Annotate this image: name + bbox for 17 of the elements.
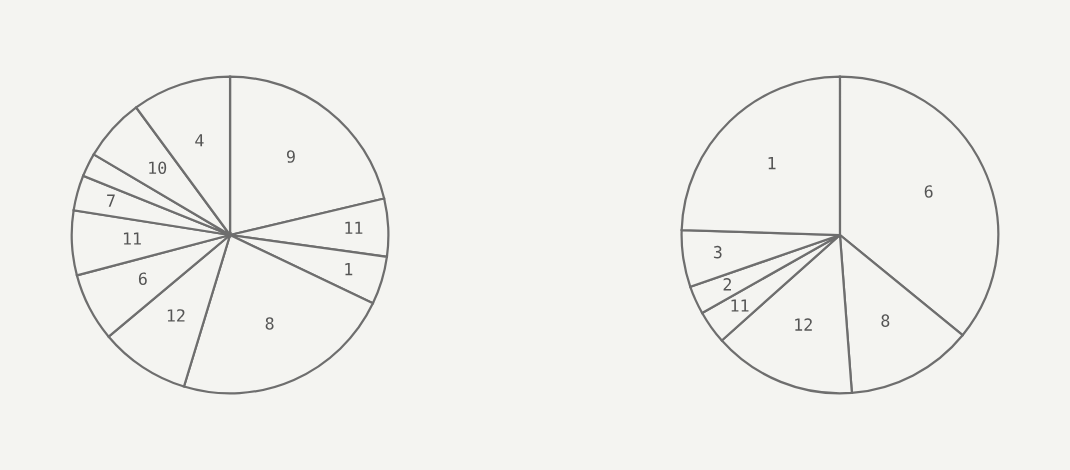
slice-label: 1 [345,263,353,276]
slice-label: 6 [138,272,147,285]
slice-label: 11 [731,299,749,312]
slice-label: 8 [265,317,274,330]
slice-label: 6 [924,185,933,198]
slice-label: 4 [195,134,204,147]
slice-label: 11 [345,221,363,234]
slice-label: 8 [881,314,890,327]
slice-label: 9 [286,150,295,163]
slice-label: 11 [123,232,141,245]
slice-label: 2 [723,278,731,291]
slice-label: 10 [149,161,167,175]
slice-label: 12 [167,309,185,322]
slice-label: 3 [713,245,722,259]
slice-label: 1 [768,156,776,170]
slice-label: 12 [795,318,812,331]
slice-label: 7 [107,194,115,207]
